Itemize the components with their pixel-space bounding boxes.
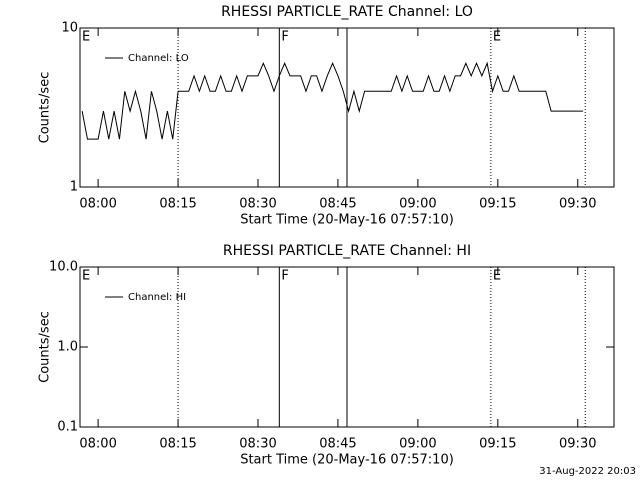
y-tick-label: 10.0: [49, 260, 78, 275]
x-axis-label: Start Time (20-May-16 07:57:10): [240, 213, 454, 228]
y-axis-label: Counts/sec: [38, 72, 53, 144]
x-tick-label: 08:45: [319, 437, 356, 452]
x-tick-label: 09:30: [559, 437, 596, 452]
legend-label: Channel: HI: [128, 292, 186, 303]
annotation: E: [493, 30, 501, 45]
x-tick-label: 08:30: [239, 197, 276, 212]
legend-label: Channel: LO: [128, 53, 189, 64]
x-tick-label: 08:45: [319, 197, 356, 212]
y-tick-label: 1: [70, 180, 78, 195]
x-tick-label: 08:30: [239, 437, 276, 452]
x-tick-label: 08:00: [79, 197, 116, 212]
chart-title: RHESSI PARTICLE_RATE Channel: LO: [221, 4, 473, 20]
x-axis-label: Start Time (20-May-16 07:57:10): [240, 453, 454, 468]
y-axis-label: Counts/sec: [38, 311, 53, 383]
annotation: E: [82, 269, 90, 284]
x-tick-label: 09:15: [479, 437, 516, 452]
annotation: F: [281, 30, 288, 45]
annotation: E: [82, 30, 90, 45]
y-tick-label: 1.0: [57, 340, 78, 355]
x-tick-label: 09:00: [399, 197, 436, 212]
x-tick-label: 09:30: [559, 197, 596, 212]
x-tick-label: 08:00: [79, 437, 116, 452]
annotation: E: [493, 269, 501, 284]
x-tick-label: 08:15: [159, 437, 196, 452]
data-line: [81, 61, 584, 140]
x-tick-label: 08:15: [159, 197, 196, 212]
x-tick-label: 09:00: [399, 437, 436, 452]
y-tick-label: 0.1: [57, 420, 78, 435]
chart-title: RHESSI PARTICLE_RATE Channel: HI: [223, 243, 471, 259]
x-tick-label: 09:15: [479, 197, 516, 212]
y-tick-label: 10: [61, 21, 78, 36]
footer: 31-Aug-2022 20:03: [539, 466, 636, 477]
annotation: F: [281, 269, 288, 284]
